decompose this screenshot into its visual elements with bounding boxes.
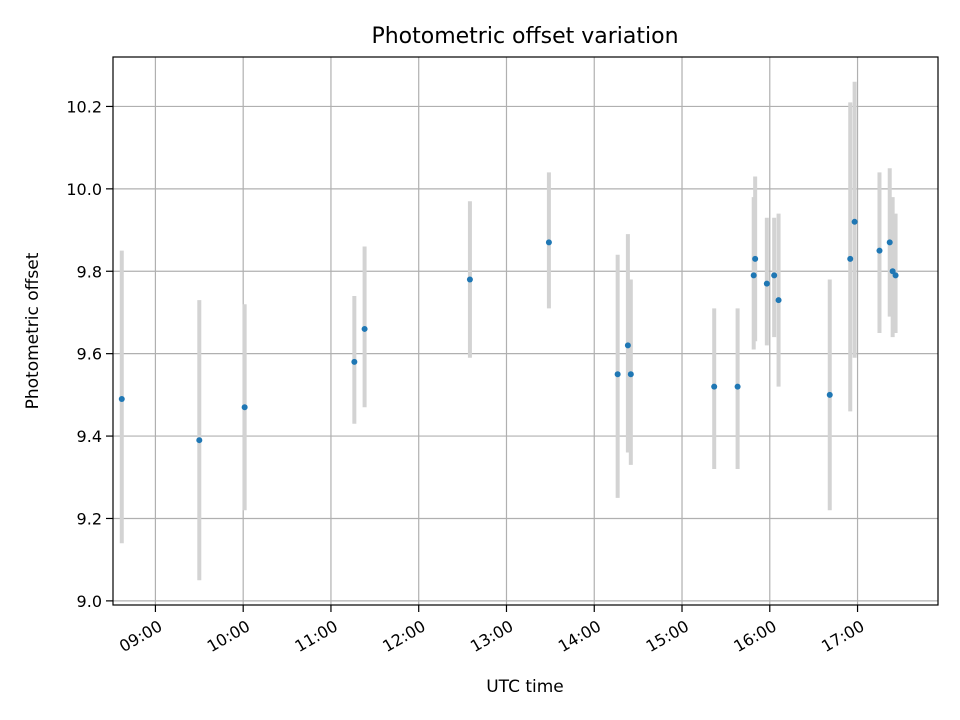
data-point — [711, 383, 718, 390]
data-point — [763, 280, 770, 287]
plot-frame — [112, 56, 939, 606]
data-point — [771, 272, 778, 279]
data-point — [627, 371, 634, 378]
data-point — [466, 276, 473, 283]
data-point — [734, 383, 741, 390]
y-tick-label: 10.2 — [66, 97, 102, 116]
x-axis-label: UTC time — [486, 677, 564, 697]
data-point — [351, 358, 358, 365]
data-point — [851, 218, 858, 225]
grid-lines — [113, 57, 938, 605]
plot-area — [113, 57, 938, 605]
y-tick-label: 9.8 — [77, 262, 102, 281]
y-tick-label: 9.2 — [77, 509, 102, 528]
data-point — [545, 239, 552, 246]
data-point — [241, 404, 248, 411]
data-point — [826, 391, 833, 398]
y-tick-label: 9.4 — [77, 427, 102, 446]
data-point — [876, 247, 883, 254]
data-point — [752, 255, 759, 262]
chart-title: Photometric offset variation — [371, 24, 678, 49]
data-point — [361, 325, 368, 332]
y-axis-label: Photometric offset — [23, 252, 43, 409]
data-point — [118, 395, 125, 402]
data-point — [886, 239, 893, 246]
data-point — [624, 342, 631, 349]
y-tick-label: 9.6 — [77, 345, 102, 364]
data-point — [750, 272, 757, 279]
data-points — [118, 218, 899, 444]
data-point — [614, 371, 621, 378]
data-point — [775, 297, 782, 304]
data-point — [892, 272, 899, 279]
y-tick-label: 9.0 — [77, 592, 102, 611]
data-point — [196, 437, 203, 444]
y-tick-label: 10.0 — [66, 180, 102, 199]
data-point — [847, 255, 854, 262]
